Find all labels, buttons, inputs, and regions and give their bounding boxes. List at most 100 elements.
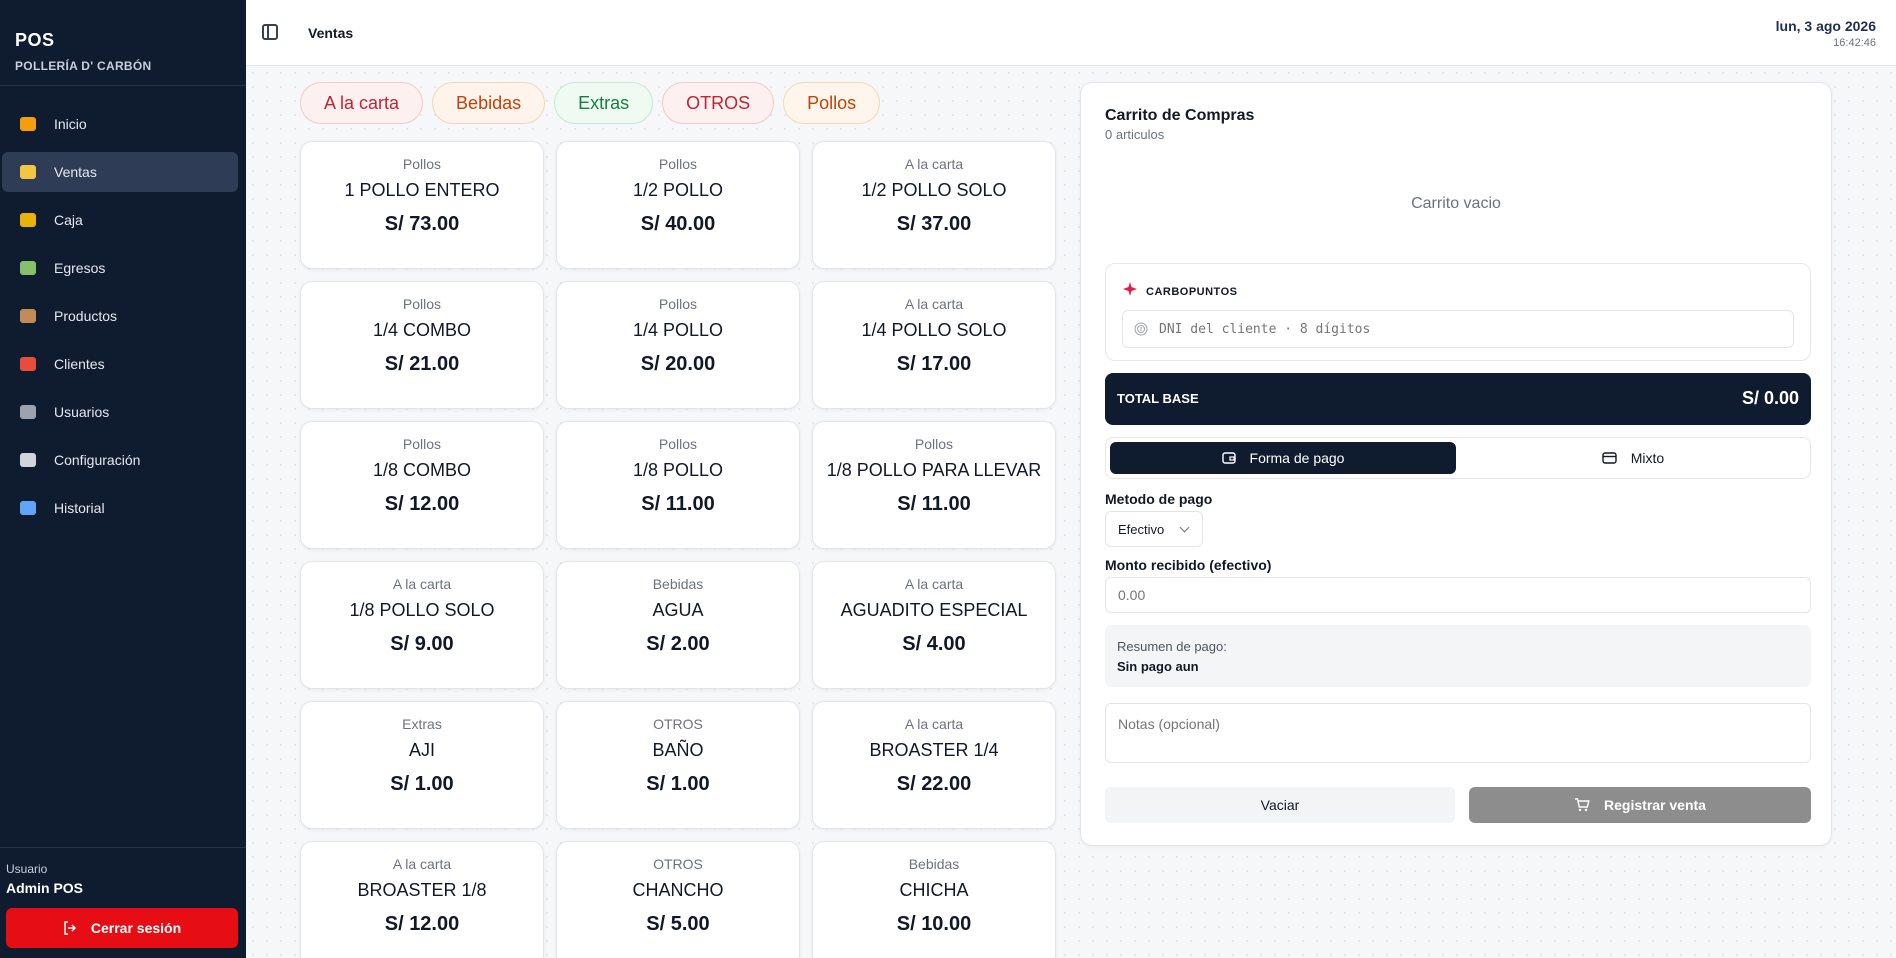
money-bag-icon [20,213,36,227]
payment-tabs: Forma de pago Mixto [1105,437,1811,479]
sidebar-item-label: Egresos [54,260,106,276]
category-chip[interactable]: OTROS [662,82,775,124]
product-price: S/ 9.00 [390,633,454,655]
product-category: A la carta [904,576,964,592]
main-area: A la carta Bebidas Extras OTROS Pollos Pollo… [246,66,1896,958]
product-price: S/ 5.00 [646,913,710,935]
dni-input[interactable] [1122,310,1794,348]
product-name: 1/8 POLLO SOLO [349,600,495,620]
product-name: 1/8 POLLO PARA LLEVAR [826,460,1042,480]
sidebar-item-label: Historial [54,500,105,516]
page-title: Ventas [308,25,354,41]
product-price: S/ 73.00 [384,213,460,235]
product-card[interactable]: Bebidas AGUA S/ 2.00 [556,561,800,689]
user-caption: Usuario [6,862,48,876]
product-card[interactable]: Pollos 1/4 COMBO S/ 21.00 [300,281,544,409]
product-price: S/ 2.00 [646,633,710,655]
payment-summary: Resumen de pago: Sin pago aun [1105,625,1811,687]
carbopuntos-label: CARBOPUNTOS [1146,286,1238,298]
category-chip[interactable]: Pollos [783,82,881,124]
register-sale-button[interactable]: Registrar venta [1469,787,1811,823]
category-chip[interactable]: Extras [554,82,654,124]
product-card[interactable]: OTROS CHANCHO S/ 5.00 [556,841,800,958]
payment-summary-caption: Resumen de pago: [1117,639,1227,654]
product-grid: Pollos 1 POLLO ENTERO S/ 73.00 Pollos 1/2 PO… [300,141,1056,958]
money-bill-icon [20,261,36,275]
product-name: 1/2 POLLO SOLO [861,180,1007,200]
tab-forma-de-pago[interactable]: Forma de pago [1110,442,1456,474]
sidebar-item-historial[interactable]: Historial [2,488,238,528]
product-category: A la carta [904,296,964,312]
product-category: Pollos [914,436,954,452]
notes-textarea[interactable] [1105,703,1811,763]
product-name: AGUADITO ESPECIAL [840,600,1028,620]
product-price: S/ 11.00 [897,493,971,515]
product-name: 1/2 POLLO [632,180,724,200]
chart-icon [20,501,36,515]
product-name: CHANCHO [632,880,724,900]
total-value: S/ 0.00 [1741,388,1799,408]
product-card[interactable]: Pollos 1 POLLO ENTERO S/ 73.00 [300,141,544,269]
category-chip[interactable]: Bebidas [432,82,546,124]
product-category: A la carta [904,716,964,732]
product-card[interactable]: A la carta AGUADITO ESPECIAL S/ 4.00 [812,561,1056,689]
payment-method-select[interactable]: Efectivo [1105,511,1203,547]
product-name: AGUA [652,600,704,620]
product-card[interactable]: Pollos 1/8 COMBO S/ 12.00 [300,421,544,549]
tab-mixto-label: Mixto [1630,450,1665,466]
product-category: Bebidas [652,576,704,592]
product-price: S/ 40.00 [640,213,716,235]
sidebar-item-caja[interactable]: Caja [2,200,238,240]
amount-received-label: Monto recibido (efectivo) [1105,557,1272,573]
sidebar-toggle-icon[interactable] [262,24,278,40]
gear-icon [20,453,36,467]
amount-received-input[interactable] [1105,577,1811,613]
logout-button[interactable]: Cerrar sesión [6,908,238,948]
payment-method-label: Metodo de pago [1105,491,1213,507]
product-name: 1/4 POLLO SOLO [861,320,1007,340]
sidebar-item-productos[interactable]: Productos [2,296,238,336]
product-card[interactable]: Pollos 1/8 POLLO S/ 11.00 [556,421,800,549]
product-card[interactable]: A la carta BROASTER 1/4 S/ 22.00 [812,701,1056,829]
total-label: TOTAL BASE [1117,391,1199,406]
product-card[interactable]: A la carta 1/2 POLLO SOLO S/ 37.00 [812,141,1056,269]
product-category: A la carta [904,156,964,172]
product-name: 1/4 POLLO [632,320,724,340]
product-name: BROASTER 1/8 [357,880,487,900]
sidebar-item-label: Inicio [54,116,87,132]
product-category: Pollos [658,296,698,312]
clear-cart-button[interactable]: Vaciar [1105,787,1455,823]
sidebar-item-ventas[interactable]: Ventas [2,152,238,192]
product-price: S/ 1.00 [390,773,454,795]
product-card[interactable]: Pollos 1/2 POLLO S/ 40.00 [556,141,800,269]
tab-mixto[interactable]: Mixto [1460,442,1806,474]
sidebar-item-configuraci-n[interactable]: Configuración [2,440,238,480]
user-name: Admin POS [6,880,84,896]
product-card[interactable]: OTROS BAÑO S/ 1.00 [556,701,800,829]
register-sale-label: Registrar venta [1604,797,1706,813]
category-filters: A la carta Bebidas Extras OTROS Pollos [300,82,889,124]
product-card[interactable]: A la carta 1/8 POLLO SOLO S/ 9.00 [300,561,544,689]
product-name: 1/8 COMBO [372,460,472,480]
product-price: S/ 37.00 [896,213,972,235]
product-card[interactable]: Pollos 1/8 POLLO PARA LLEVAR S/ 11.00 [812,421,1056,549]
sidebar-item-clientes[interactable]: Clientes [2,344,238,384]
sidebar-item-inicio[interactable]: Inicio [2,104,238,144]
product-name: AJI [408,740,435,760]
product-category: Pollos [658,436,698,452]
payment-summary-value: Sin pago aun [1117,659,1199,674]
product-card[interactable]: A la carta 1/4 POLLO SOLO S/ 17.00 [812,281,1056,409]
sidebar-item-label: Ventas [54,164,97,180]
product-price: S/ 4.00 [902,633,966,655]
sidebar-item-egresos[interactable]: Egresos [2,248,238,288]
header-date: lun, 3 ago 2026 [1775,18,1876,34]
product-card[interactable]: Pollos 1/4 POLLO S/ 20.00 [556,281,800,409]
product-price: S/ 1.00 [646,773,710,795]
category-chip[interactable]: A la carta [300,82,424,124]
product-card[interactable]: Bebidas CHICHA S/ 10.00 [812,841,1056,958]
product-category: Bebidas [908,856,960,872]
product-category: OTROS [653,856,703,872]
sidebar-item-usuarios[interactable]: Usuarios [2,392,238,432]
product-card[interactable]: Extras AJI S/ 1.00 [300,701,544,829]
product-card[interactable]: A la carta BROASTER 1/8 S/ 12.00 [300,841,544,958]
